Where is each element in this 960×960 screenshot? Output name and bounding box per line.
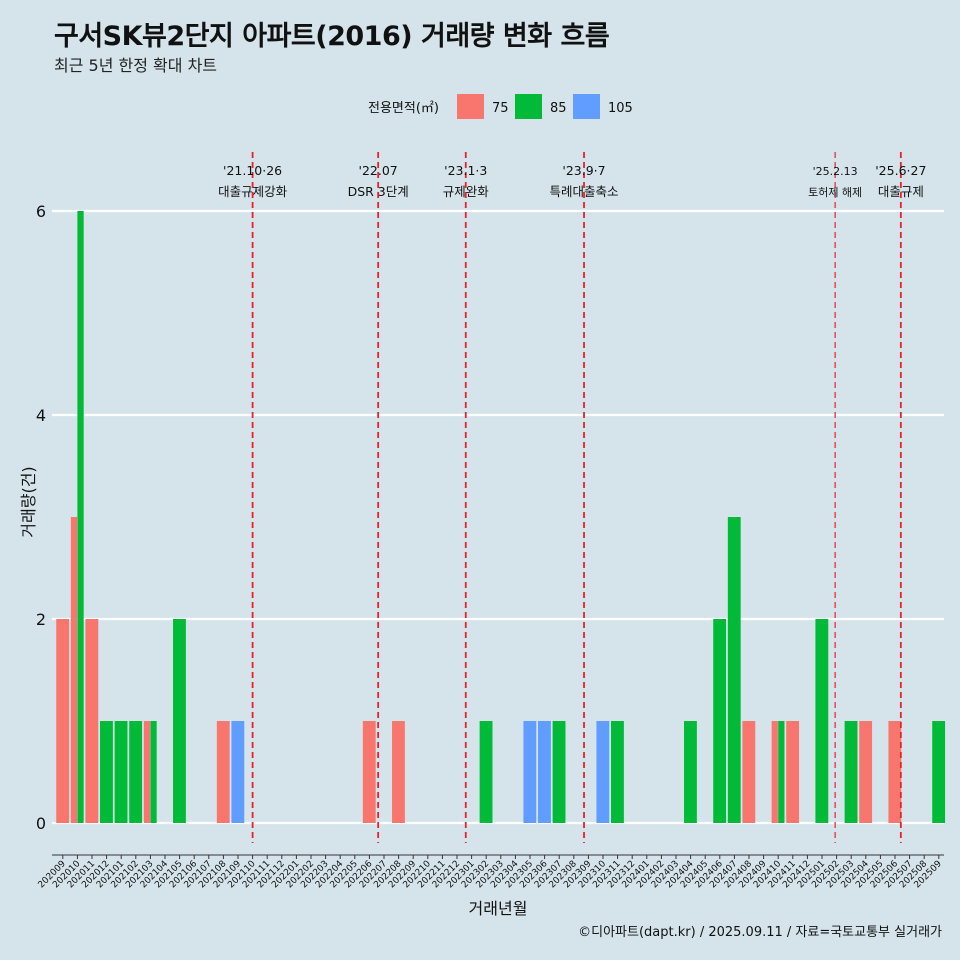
legend-label-85: 85 [550, 101, 567, 116]
bar-202311-85 [611, 721, 624, 823]
legend-swatch-75 [457, 94, 484, 119]
y-tick-label-6: 6 [36, 202, 46, 221]
bar-202208-75 [392, 721, 405, 823]
bar-202406-85 [713, 619, 727, 823]
chart-title: 구서SK뷰2단지 아파트(2016) 거래량 변화 흐름 [54, 21, 610, 52]
legend-swatch-85 [515, 94, 542, 119]
chart-caption: ©디아파트(dapt.kr) / 2025.09.11 / 자료=국토교통부 실… [578, 925, 942, 940]
event-desc-label-4: 토허제 해제 [808, 185, 862, 199]
y-tick-label-0: 0 [36, 814, 46, 833]
legend-label-105: 105 [608, 101, 633, 116]
bar-202407-85 [727, 517, 741, 823]
event-desc-label-5: 대출규제 [878, 184, 924, 199]
event-date-label-4: '25.2.13 [813, 165, 858, 178]
bar-202506-75 [888, 721, 902, 823]
bar-202302-85 [479, 721, 493, 823]
y-tick-label-4: 4 [36, 406, 46, 425]
bar-202306-105 [538, 721, 551, 823]
event-date-label-1: '22.07 [359, 163, 398, 178]
y-axis-title: 거래량(건) [19, 466, 38, 537]
bar-202012-85 [100, 721, 113, 823]
bar-202101-85 [114, 721, 128, 823]
bar-202310-105 [596, 721, 610, 823]
y-tick-label-2: 2 [36, 610, 46, 629]
event-date-label-2: '23.1·3 [444, 163, 487, 178]
bar-202010-85 [77, 211, 84, 823]
event-desc-label-0: 대출규제강화 [218, 184, 288, 199]
bar-202501-85 [815, 619, 829, 823]
event-date-label-0: '21.10·26 [223, 163, 282, 178]
bar-202103-75 [143, 721, 151, 823]
bar-202108-75 [216, 721, 230, 823]
bar-202504-75 [859, 721, 873, 823]
event-desc-label-2: 규제완화 [443, 184, 490, 199]
legend-swatch-105 [573, 94, 600, 119]
bar-202105-85 [173, 619, 186, 823]
bar-202509-85 [932, 721, 946, 823]
event-date-label-3: '23.9·7 [562, 163, 605, 178]
bar-202009-75 [56, 619, 70, 823]
bar-202206-75 [362, 721, 376, 823]
legend-label-75: 75 [492, 101, 509, 116]
bar-202410-75 [771, 721, 778, 823]
bar-202410-85 [778, 721, 785, 823]
bar-202404-85 [684, 721, 697, 823]
event-date-label-5: '25.6·27 [875, 163, 926, 178]
event-desc-label-3: 특례대출축소 [550, 184, 619, 199]
bar-202307-85 [552, 721, 566, 823]
chart-subtitle: 최근 5년 한정 확대 차트 [54, 56, 218, 75]
bar-202103-85 [150, 721, 157, 823]
bar-202010-75 [70, 517, 78, 823]
bar-202503-85 [844, 721, 858, 823]
bar-202011-75 [85, 619, 99, 823]
bar-202102-85 [129, 721, 143, 823]
bar-202411-75 [786, 721, 800, 823]
x-axis-title: 거래년월 [469, 899, 528, 918]
bar-202408-75 [742, 721, 756, 823]
legend-title: 전용면적(㎡) [368, 101, 439, 116]
bar-202305-105 [523, 721, 537, 823]
event-desc-label-1: DSR 3단계 [348, 184, 409, 199]
bar-202109-105 [231, 721, 245, 823]
